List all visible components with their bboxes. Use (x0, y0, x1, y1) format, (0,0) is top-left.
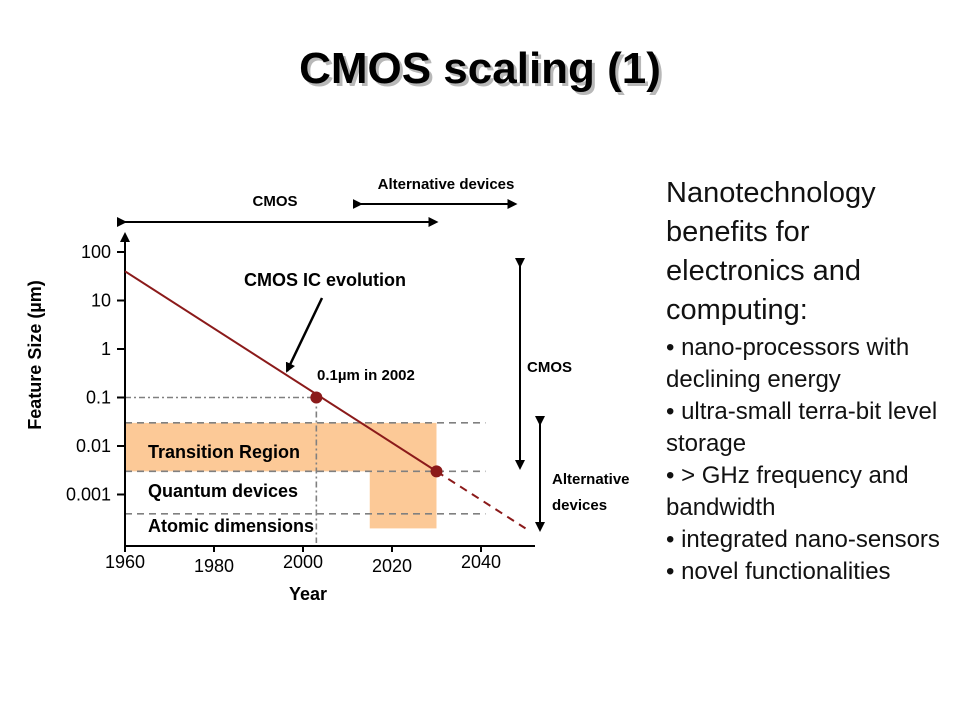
quantum-devices-label: Quantum devices (148, 481, 298, 501)
y-axis-ticks: 100 10 1 0.1 0.01 0.001 (66, 242, 125, 505)
series-cmos-extrapolation (435, 470, 527, 530)
x-axis-ticks: 1960 1980 2000 2020 2040 (105, 546, 501, 576)
benefits-panel: Nanotechnology benefits for electronics … (666, 174, 956, 588)
transition-region-label: Transition Region (148, 442, 300, 462)
series-label-cmos-ic-evolution: CMOS IC evolution (244, 270, 406, 290)
cmos-evolution-pointer-arrow (285, 297, 324, 373)
y-tick-label: 0.001 (66, 485, 111, 505)
x-tick-label: 1960 (105, 552, 145, 572)
x-tick-label: 2000 (283, 552, 323, 572)
benefit-item: > GHz frequency and bandwidth (666, 460, 956, 524)
point-2002 (310, 391, 323, 404)
y-tick-label: 0.1 (86, 388, 111, 408)
x-tick-label: 2020 (372, 556, 412, 576)
benefit-item: novel functionalities (666, 556, 956, 588)
alternative-size-label-line-1: Alternative (552, 471, 630, 488)
point-2002-label: 0.1µm in 2002 (317, 367, 415, 384)
alternative-size-label-line-2: devices (552, 497, 607, 514)
y-tick-label: 0.01 (76, 436, 111, 456)
y-tick-label: 10 (91, 291, 111, 311)
x-axis-title: Year (289, 584, 327, 604)
cmos-era-label: CMOS (253, 193, 298, 210)
benefit-item: nano-processors with declining energy (666, 332, 956, 396)
x-tick-label: 2040 (461, 552, 501, 572)
benefit-item: ultra-small terra-bit level storage (666, 396, 956, 460)
point-cmos-limit (430, 465, 443, 478)
benefit-item: integrated nano-sensors (666, 524, 956, 556)
slide-title: CMOS scaling (1) (299, 44, 661, 93)
cmos-size-label: CMOS (527, 359, 572, 376)
alternative-era-label: Alternative devices (378, 176, 515, 193)
y-tick-label: 1 (101, 339, 111, 359)
atomic-dimensions-label: Atomic dimensions (148, 516, 314, 536)
transition-region-band (125, 422, 437, 472)
x-tick-label: 1980 (194, 556, 234, 576)
y-axis-title: Feature Size (µm) (25, 280, 45, 429)
y-tick-label: 100 (81, 242, 111, 262)
series-cmos-ic-evolution (124, 270, 438, 473)
benefits-heading: Nanotechnology benefits for electronics … (666, 177, 876, 326)
alternative-devices-region (369, 471, 437, 529)
alternative-size-label: Alternative devices (552, 471, 634, 514)
benefits-list: nano-processors with declining energy ul… (666, 332, 956, 588)
